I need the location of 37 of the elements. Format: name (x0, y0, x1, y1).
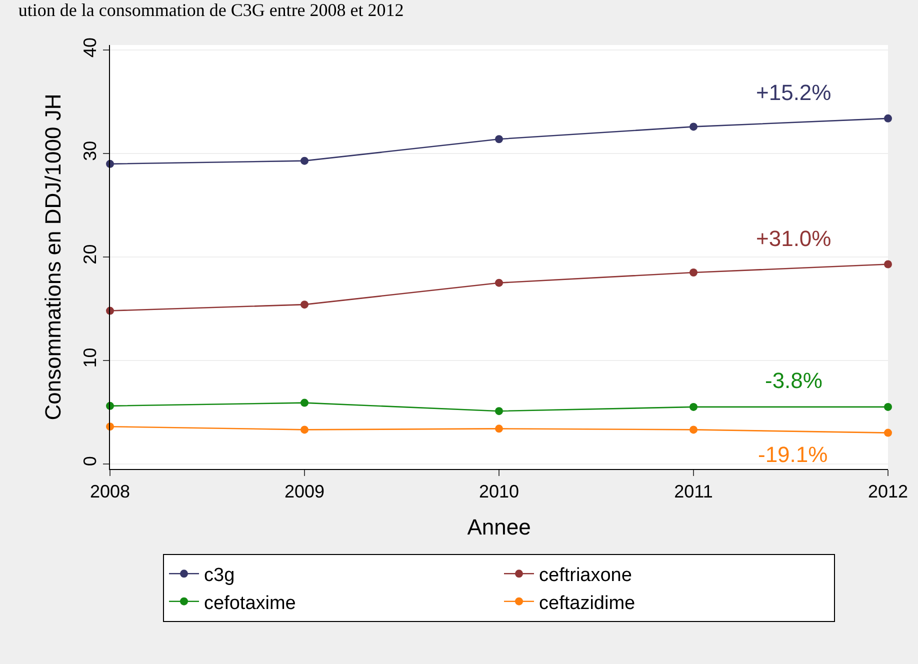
point (884, 260, 892, 268)
x-tick-label: 2008 (90, 482, 130, 502)
y-tick-label: 10 (80, 348, 100, 368)
point (495, 424, 503, 433)
y-tick-label: 0 (80, 456, 100, 466)
point (300, 426, 308, 434)
annotation: -3.8% (765, 368, 822, 393)
point (884, 428, 892, 437)
point (495, 278, 503, 287)
point (690, 426, 698, 434)
x-tick-label: 2010 (478, 482, 520, 502)
y-tick-label: 20 (80, 244, 100, 264)
chart-title: ution de la consommation de C3G entre 2008 et 2012 (18, 0, 404, 20)
point (690, 268, 698, 277)
annotation: +15.2% (756, 80, 832, 105)
point (300, 156, 308, 165)
point (300, 300, 308, 309)
point (495, 135, 503, 144)
point (495, 407, 503, 416)
point (690, 402, 698, 411)
x-tick-label: 2012 (868, 482, 908, 502)
point (300, 398, 308, 407)
annotation: -19.1% (758, 442, 828, 467)
legend-label: ceftazidime (539, 592, 636, 614)
y-tick-label: 40 (80, 37, 100, 58)
x-tick-label: 2011 (674, 482, 713, 502)
x-tick-label: 2009 (284, 482, 325, 502)
legend-label: ceftriaxone (539, 565, 632, 586)
y-tick-label: 30 (80, 140, 100, 161)
point (884, 402, 892, 411)
annotation: +31.0% (756, 226, 832, 251)
legend-label: cefotaxime (204, 592, 296, 614)
y-axis-title: Consommations en DDJ/1000 JH (40, 94, 66, 420)
point (884, 114, 892, 122)
legend-label: c3g (204, 565, 235, 586)
point (690, 122, 698, 131)
x-axis-title: Annee (467, 514, 531, 540)
